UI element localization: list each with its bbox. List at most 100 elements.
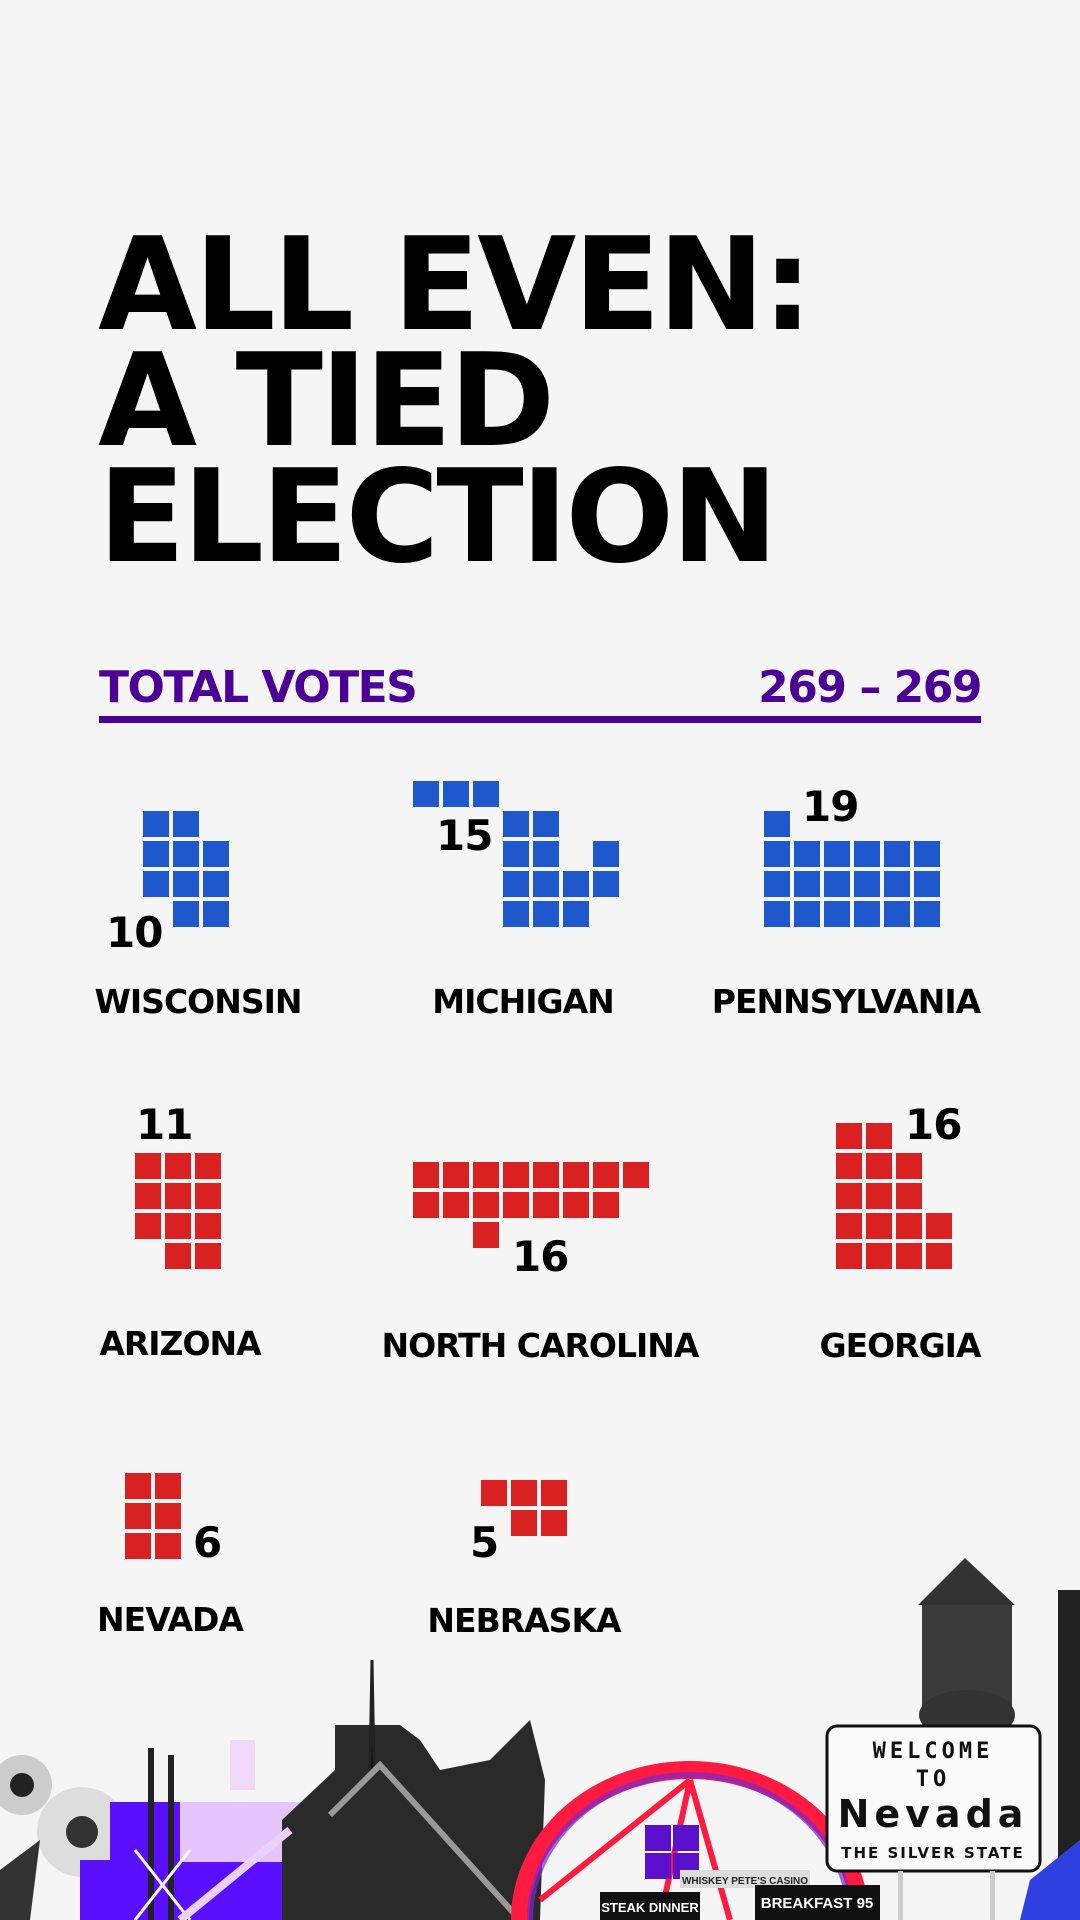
electoral-vote-cell bbox=[764, 901, 790, 927]
electoral-vote-cell bbox=[443, 1192, 469, 1218]
votes-north-carolina: 16 bbox=[512, 1232, 569, 1281]
title-line: ELECTION bbox=[98, 443, 778, 592]
electoral-vote-cell bbox=[533, 811, 559, 837]
electoral-vote-cell bbox=[866, 1123, 892, 1149]
votes-arizona: 11 bbox=[136, 1100, 193, 1149]
label-michigan: MICHIGAN bbox=[432, 982, 614, 1021]
landmark-collage: WHISKEY PETE'S CASINO STEAK DINNER BREAK… bbox=[0, 1558, 1080, 1920]
electoral-vote-cell bbox=[533, 901, 559, 927]
electoral-vote-cell bbox=[764, 871, 790, 897]
electoral-vote-cell bbox=[896, 1153, 922, 1179]
electoral-vote-cell bbox=[135, 1183, 161, 1209]
electoral-vote-cell bbox=[914, 841, 940, 867]
total-votes-label: TOTAL VOTES bbox=[99, 662, 418, 713]
electoral-vote-cell bbox=[926, 1243, 952, 1269]
electoral-vote-cell bbox=[503, 871, 529, 897]
electoral-vote-cell bbox=[413, 781, 439, 807]
electoral-vote-cell bbox=[195, 1243, 221, 1269]
electoral-vote-cell bbox=[926, 1213, 952, 1239]
title-line: ALL EVEN: bbox=[98, 211, 813, 360]
electoral-vote-cell bbox=[794, 841, 820, 867]
electoral-vote-cell bbox=[563, 871, 589, 897]
electoral-vote-cell bbox=[413, 1192, 439, 1218]
electoral-vote-cell bbox=[503, 811, 529, 837]
votes-nevada: 6 bbox=[193, 1518, 222, 1567]
electoral-vote-cell bbox=[413, 1162, 439, 1188]
breakfast-sign: BREAKFAST 95 bbox=[761, 1895, 874, 1912]
electoral-vote-cell bbox=[173, 841, 199, 867]
electoral-vote-cell bbox=[165, 1183, 191, 1209]
electoral-vote-cell bbox=[173, 811, 199, 837]
electoral-vote-cell bbox=[503, 841, 529, 867]
electoral-vote-cell bbox=[866, 1213, 892, 1239]
electoral-vote-cell bbox=[884, 841, 910, 867]
electoral-vote-cell bbox=[165, 1213, 191, 1239]
flower-icon bbox=[0, 1755, 127, 1920]
electoral-vote-cell bbox=[854, 901, 880, 927]
total-votes-header: TOTAL VOTES 269 – 269 bbox=[99, 658, 982, 723]
electoral-vote-cell bbox=[195, 1213, 221, 1239]
votes-michigan: 15 bbox=[436, 811, 493, 860]
votes-pennsylvania: 19 bbox=[802, 782, 859, 831]
purple-block-pattern bbox=[80, 1740, 310, 1920]
label-wisconsin: WISCONSIN bbox=[94, 982, 303, 1021]
electoral-vote-cell bbox=[794, 871, 820, 897]
label-nebraska: NEBRASKA bbox=[427, 1601, 621, 1640]
electoral-vote-cell bbox=[914, 871, 940, 897]
electoral-vote-cell bbox=[503, 901, 529, 927]
electoral-vote-cell bbox=[794, 901, 820, 927]
electoral-vote-cell bbox=[125, 1533, 151, 1559]
electoral-vote-cell bbox=[155, 1533, 181, 1559]
electoral-vote-cell bbox=[593, 841, 619, 867]
electoral-vote-cell bbox=[533, 841, 559, 867]
electoral-vote-cell bbox=[473, 1162, 499, 1188]
sign-text: Nevada bbox=[838, 1792, 1029, 1836]
electoral-vote-cell bbox=[143, 871, 169, 897]
page-title: ALL EVEN: A TIED ELECTION bbox=[98, 211, 813, 592]
electoral-vote-cell bbox=[623, 1162, 649, 1188]
industrial-building bbox=[177, 1659, 545, 1920]
electoral-vote-cell bbox=[481, 1480, 507, 1506]
label-north-carolina: NORTH CAROLINA bbox=[381, 1326, 700, 1365]
label-nevada: NEVADA bbox=[97, 1600, 244, 1639]
electoral-vote-cell bbox=[533, 1162, 559, 1188]
electoral-vote-cell bbox=[143, 811, 169, 837]
electoral-vote-cell bbox=[854, 871, 880, 897]
electoral-vote-cell bbox=[135, 1153, 161, 1179]
electoral-vote-cell bbox=[173, 871, 199, 897]
title-line: A TIED bbox=[98, 327, 555, 476]
electoral-vote-cell bbox=[203, 841, 229, 867]
sign-text: THE SILVER STATE bbox=[841, 1844, 1025, 1862]
electoral-vote-cell bbox=[125, 1503, 151, 1529]
electoral-vote-cell bbox=[824, 901, 850, 927]
electoral-vote-cell bbox=[125, 1473, 151, 1499]
sign-text: WELCOME bbox=[873, 1739, 994, 1764]
electoral-vote-cell bbox=[473, 1222, 499, 1248]
electoral-vote-cell bbox=[443, 1162, 469, 1188]
label-arizona: ARIZONA bbox=[99, 1324, 261, 1363]
electoral-vote-cell bbox=[195, 1183, 221, 1209]
electoral-vote-cell bbox=[764, 841, 790, 867]
electoral-vote-cell bbox=[824, 841, 850, 867]
votes-nebraska: 5 bbox=[470, 1518, 499, 1567]
electoral-vote-cell bbox=[563, 1162, 589, 1188]
electoral-vote-cell bbox=[203, 871, 229, 897]
electoral-vote-cell bbox=[165, 1153, 191, 1179]
electoral-vote-cell bbox=[593, 1162, 619, 1188]
casino-sign: WHISKEY PETE'S CASINO bbox=[682, 1876, 808, 1887]
electoral-vote-cell bbox=[764, 811, 790, 837]
blue-accent bbox=[1020, 1840, 1080, 1920]
electoral-vote-cell bbox=[884, 901, 910, 927]
roadside-signs: WHISKEY PETE'S CASINO STEAK DINNER BREAK… bbox=[600, 1870, 880, 1920]
electoral-vote-cell bbox=[511, 1510, 537, 1536]
electoral-vote-cell bbox=[836, 1183, 862, 1209]
electoral-vote-cell bbox=[896, 1183, 922, 1209]
label-georgia: GEORGIA bbox=[819, 1326, 982, 1365]
electoral-vote-cell bbox=[173, 901, 199, 927]
electoral-vote-cell bbox=[836, 1153, 862, 1179]
electoral-vote-cell bbox=[866, 1183, 892, 1209]
electoral-vote-cell bbox=[593, 871, 619, 897]
electoral-vote-cell bbox=[503, 1162, 529, 1188]
sign-text: TO bbox=[916, 1767, 951, 1792]
electoral-vote-cell bbox=[155, 1503, 181, 1529]
